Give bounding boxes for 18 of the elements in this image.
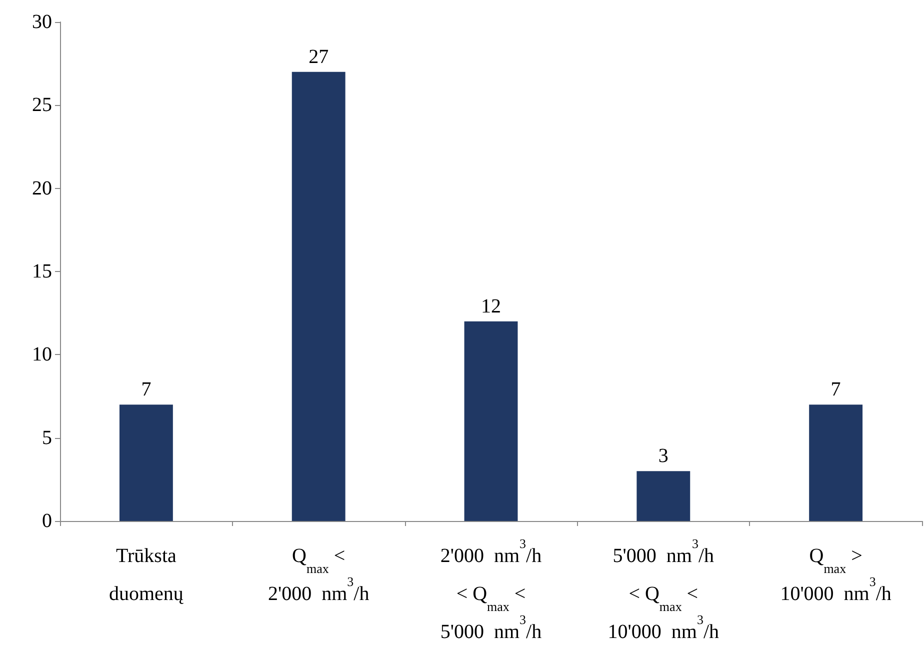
data-label: 3 [658,445,668,468]
data-label: 7 [141,378,152,401]
bar [119,404,173,521]
data-label: 7 [830,378,841,401]
y-tick-label: 20 [32,177,52,200]
bar [292,72,346,521]
y-tick-label: 5 [42,426,52,449]
bar [636,471,690,521]
bar [809,404,863,521]
y-tick-label: 10 [32,344,52,366]
y-tick-label: 15 [32,260,52,282]
data-label: 27 [308,46,329,68]
x-tick-label: Trūksta duomenų [108,545,184,605]
bar [464,321,518,521]
y-tick-label: 30 [32,11,52,33]
y-tick-label: 0 [42,510,52,532]
data-label: 12 [481,295,501,318]
y-tick-label: 25 [32,94,52,116]
